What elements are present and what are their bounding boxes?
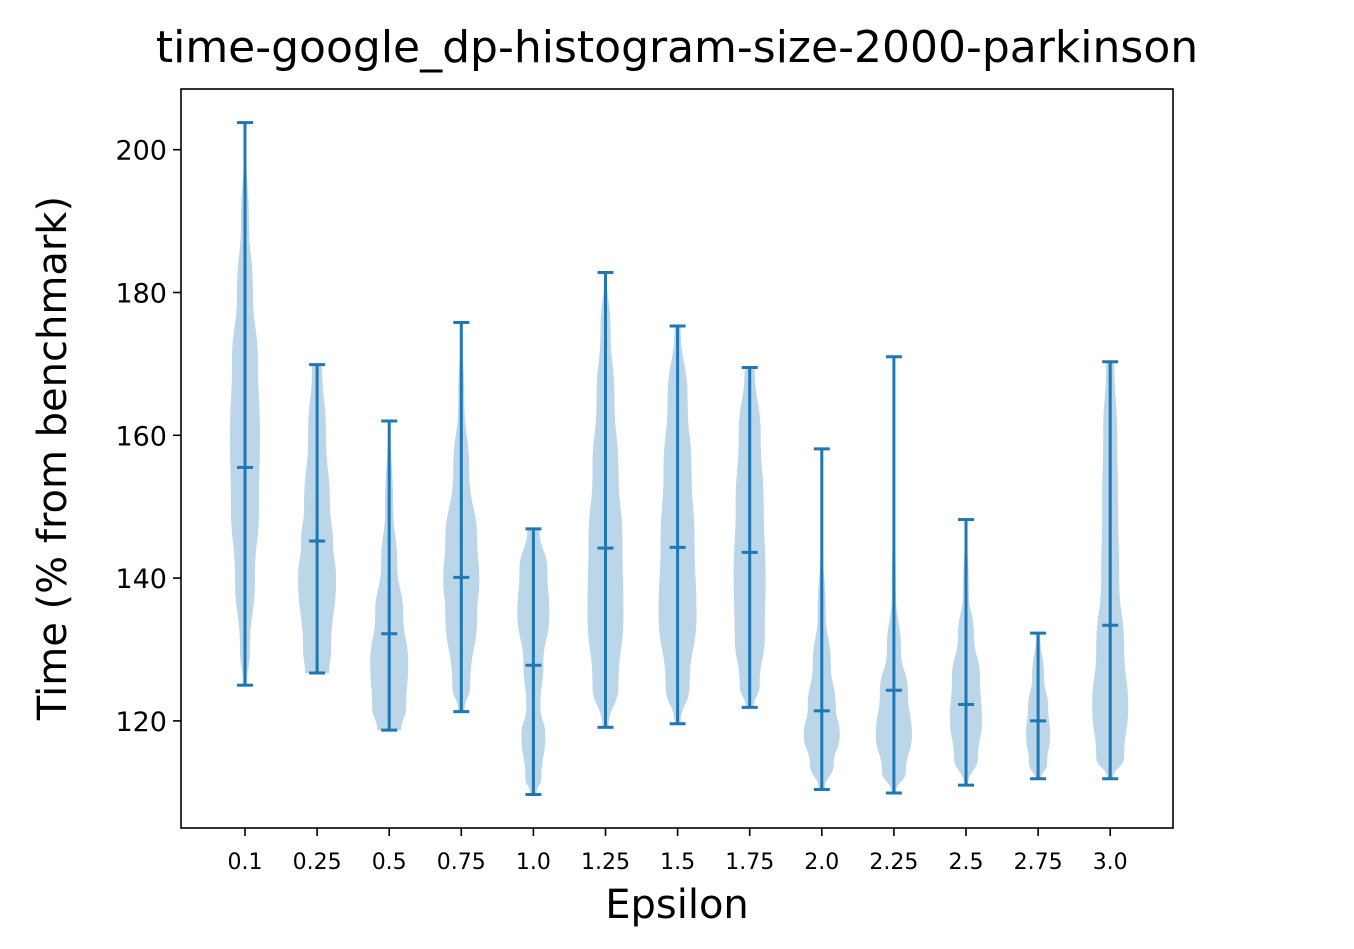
x-tick-label: 2.5 (949, 850, 984, 875)
x-tick-label: 1.25 (581, 850, 630, 875)
x-tick-label: 1.75 (725, 850, 774, 875)
x-axis-label: Epsilon (605, 882, 749, 928)
x-tick-label: 0.75 (437, 850, 486, 875)
plot-frame (180, 88, 1174, 829)
x-tick-label: 1.0 (516, 850, 551, 875)
violin-series (230, 121, 1129, 796)
x-tick-label: 3.0 (1093, 850, 1128, 875)
y-axis-label: Time (% from benchmark) (30, 196, 76, 721)
x-tick-label: 2.25 (869, 850, 918, 875)
y-tick-label: 200 (115, 136, 167, 167)
x-tick-label: 2.75 (1014, 850, 1063, 875)
y-tick-label: 140 (115, 564, 167, 595)
x-tick-label: 0.1 (228, 850, 263, 875)
y-tick-label: 180 (115, 278, 167, 309)
chart-title: time-google_dp-histogram-size-2000-parki… (156, 22, 1198, 73)
y-tick-label: 160 (115, 421, 167, 452)
y-tick-label: 120 (115, 707, 167, 738)
x-tick-label: 0.5 (372, 850, 407, 875)
x-tick-label: 2.0 (804, 850, 839, 875)
x-tick-label: 1.5 (660, 850, 695, 875)
x-axis: 0.1 0.25 0.5 0.75 1.0 1.25 1.5 1.75 2.0 2.25 2.5 2.… (228, 828, 1128, 875)
y-axis: 120 140 160 180 200 (115, 136, 181, 738)
x-tick-label: 0.25 (293, 850, 342, 875)
